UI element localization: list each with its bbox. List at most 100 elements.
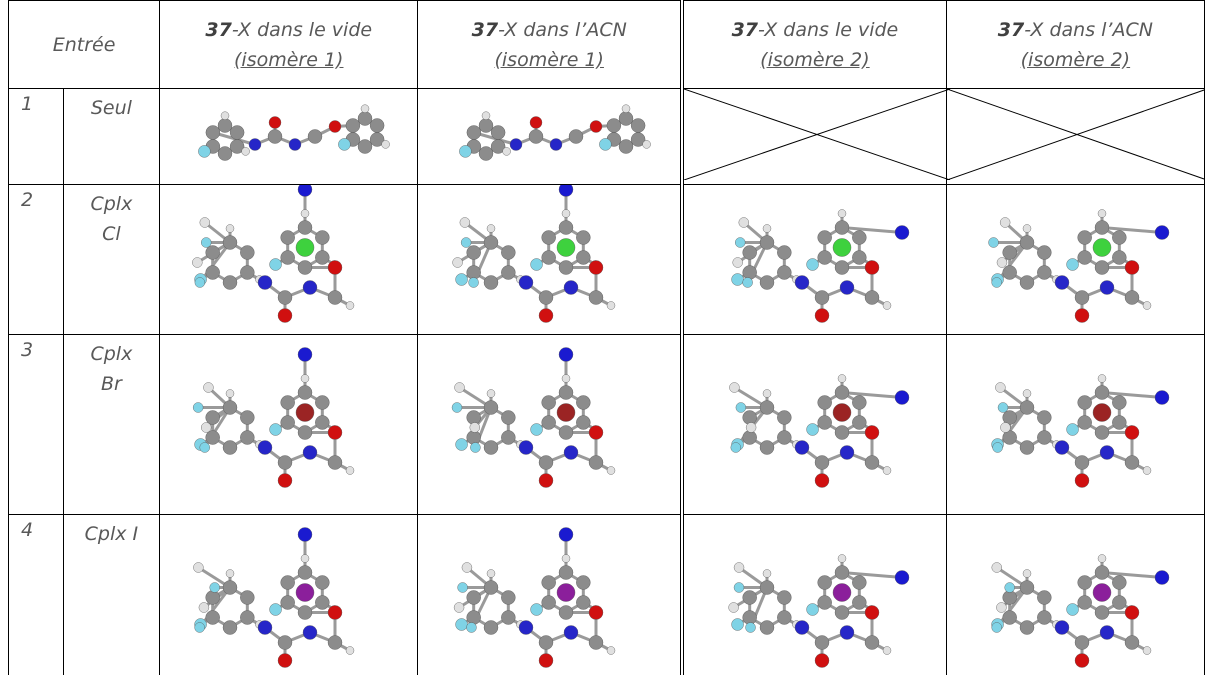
atom (345, 301, 355, 310)
atom (988, 237, 999, 248)
atom (1074, 308, 1089, 323)
header-text: -X dans l’ACN (498, 18, 627, 41)
atom (729, 382, 740, 393)
atom (852, 415, 867, 430)
atom (315, 595, 330, 610)
atom (852, 230, 867, 245)
column-header: 37-X dans le vide (isomère 2) (680, 0, 947, 89)
atom (315, 575, 330, 590)
atom (1074, 635, 1089, 650)
entry-label: Cplx Br (62, 334, 161, 515)
atom (742, 430, 757, 445)
atom (590, 120, 603, 133)
atom (991, 277, 1002, 288)
atom (557, 238, 576, 257)
atom (466, 410, 482, 425)
structure-cell (680, 184, 947, 335)
atom (759, 400, 775, 415)
atom (455, 618, 469, 631)
atom (834, 605, 850, 620)
atom (541, 575, 557, 590)
atom (193, 402, 204, 413)
atom (307, 129, 323, 144)
atom (759, 620, 775, 635)
atom (999, 217, 1011, 228)
atom (1097, 554, 1106, 563)
atom (470, 442, 481, 453)
atom (269, 258, 282, 271)
label-line: Seul (90, 97, 132, 119)
atom (882, 301, 892, 310)
atom (1019, 440, 1034, 455)
atom (832, 238, 852, 257)
atom (225, 389, 235, 398)
atom (759, 580, 775, 595)
header-row: Entrée 37-X dans le vide (isomère 1) 37-X … (7, 0, 1205, 89)
atom (1111, 250, 1127, 265)
atom (541, 595, 557, 610)
header-sub: (isomère 1) (494, 48, 604, 71)
atom (576, 415, 591, 430)
entry-header: Entrée (7, 0, 161, 89)
atom (607, 466, 616, 475)
atom (539, 635, 554, 650)
atom (882, 646, 892, 655)
atom (852, 595, 867, 610)
atom (222, 400, 238, 415)
atom (894, 390, 910, 405)
atom (1154, 390, 1169, 405)
atom (1124, 260, 1139, 275)
structure-cell (417, 334, 683, 515)
atom (999, 422, 1011, 433)
atom (280, 230, 296, 245)
atom (996, 257, 1007, 268)
atom (619, 111, 634, 126)
atom (541, 250, 557, 265)
structure-image (454, 527, 616, 668)
atom (541, 395, 557, 410)
atom (222, 580, 238, 595)
atom (1094, 425, 1109, 440)
atom (479, 118, 494, 133)
atom (777, 590, 792, 605)
atom (300, 209, 310, 218)
atom (300, 554, 310, 563)
atom (240, 430, 255, 445)
atom (622, 104, 631, 113)
atom (502, 147, 512, 156)
atom (832, 583, 852, 602)
atom (814, 290, 830, 305)
atom (728, 602, 739, 613)
atom (519, 440, 534, 455)
atom (288, 138, 302, 151)
atom (599, 138, 612, 151)
atom (1097, 374, 1106, 383)
atom (759, 440, 775, 455)
atom (240, 410, 255, 425)
label-line: Br (100, 373, 122, 395)
atom (882, 466, 892, 475)
label-line: Cplx (90, 343, 133, 365)
table-row: 4 Cplx I (8, 514, 1205, 675)
atom (607, 646, 616, 655)
label-line: Cplx (90, 193, 133, 215)
atom (1054, 620, 1069, 635)
atom (491, 125, 506, 140)
structure-cell (680, 334, 947, 515)
entry-label: Cplx I (62, 514, 161, 675)
atom (484, 580, 499, 595)
atom (995, 602, 1007, 613)
structure-image (684, 89, 951, 180)
atom (1077, 250, 1092, 265)
atom (466, 622, 478, 633)
atom (269, 423, 282, 436)
atom (794, 440, 810, 455)
atom (559, 260, 574, 275)
atom (539, 290, 554, 305)
atom (327, 455, 343, 470)
atom (457, 582, 469, 593)
atom (199, 217, 211, 228)
atom (381, 140, 390, 149)
atom (642, 140, 652, 149)
